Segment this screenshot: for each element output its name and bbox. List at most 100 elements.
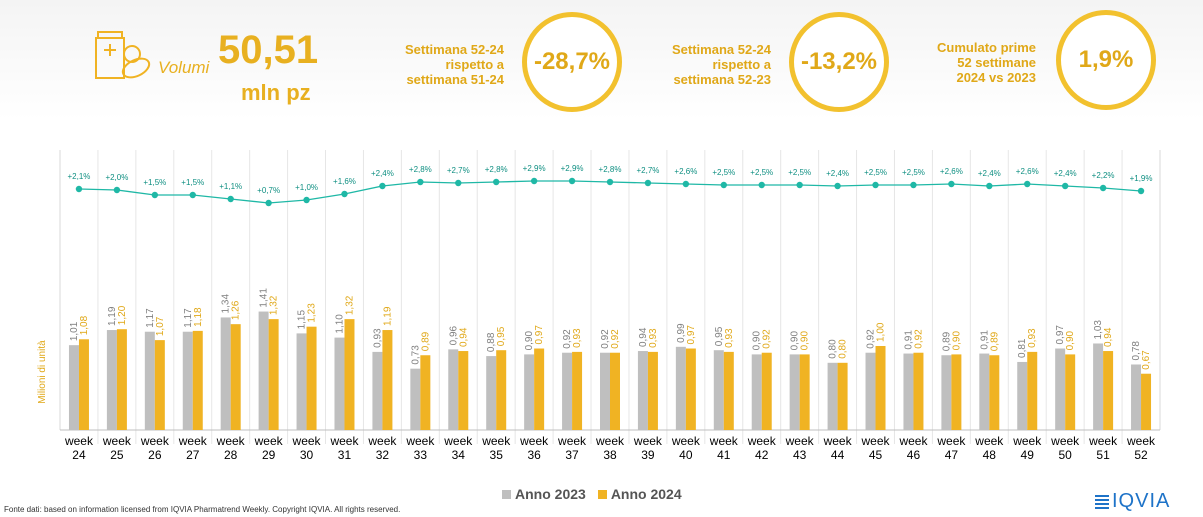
x-tick-week: week [102, 434, 132, 448]
data-label-2024: 0,94 [458, 327, 469, 347]
bar-2023 [600, 352, 610, 430]
bar-2023 [637, 351, 648, 430]
bar-2023 [979, 353, 990, 430]
bar-2023 [1131, 364, 1142, 430]
legend-swatch-2023 [502, 489, 511, 499]
bar-2023 [751, 354, 762, 430]
data-label-2023: 0,99 [676, 323, 687, 343]
growth-label: +1,6% [333, 177, 356, 186]
x-tick-number: 51 [1096, 448, 1110, 462]
bar-2023 [941, 355, 952, 430]
bar-2023 [410, 368, 421, 430]
x-tick-week: week [633, 434, 663, 448]
bar-2023 [144, 331, 155, 430]
data-label-2024: 1,32 [344, 295, 355, 315]
data-label-2023: 0,78 [1131, 341, 1142, 361]
x-tick-number: 43 [793, 448, 807, 462]
kpi-1-text: Settimana 52-24 rispetto a settimana 51-24 [405, 42, 504, 87]
data-label-2024: 0,95 [496, 326, 507, 346]
x-tick-week: week [898, 434, 928, 448]
growth-point [417, 178, 424, 186]
bar-2024 [268, 319, 279, 430]
x-tick-week: week [64, 434, 94, 448]
data-label-2023: 0,90 [790, 330, 801, 350]
x-tick-number: 25 [110, 448, 124, 462]
data-label-2023: 0,90 [524, 330, 535, 350]
kpi-1-value: -28,7% [533, 48, 611, 75]
kpi-1-circle: -28,7% [522, 12, 622, 112]
growth-label: +1,5% [181, 178, 204, 187]
growth-point [1061, 182, 1069, 190]
data-label-2023: 0,80 [828, 339, 839, 359]
kpi-3-value: 1,9% [1078, 46, 1134, 73]
x-tick-week: week [1012, 434, 1042, 448]
x-tick-number: 39 [641, 448, 655, 462]
x-tick-number: 50 [1058, 448, 1072, 462]
bar-2024 [78, 339, 89, 430]
x-tick-number: 34 [452, 448, 466, 462]
growth-label: +2,5% [712, 168, 735, 177]
data-label-2024: 0,93 [572, 328, 583, 348]
growth-point [113, 186, 121, 194]
bar-2024 [685, 348, 696, 430]
bar-2024 [154, 340, 165, 430]
bar-2024 [534, 348, 545, 430]
bar-2023 [68, 345, 79, 430]
data-label-2023: 1,17 [183, 308, 194, 328]
x-tick-number: 49 [1021, 448, 1035, 462]
growth-label: +2,4% [978, 169, 1001, 178]
x-tick-number: 26 [148, 448, 162, 462]
x-tick-week: week [1050, 434, 1080, 448]
data-label-2023: 0,94 [638, 327, 649, 347]
data-label-2023: 1,19 [107, 306, 118, 326]
data-label-2024: 0,97 [686, 325, 697, 345]
chart-legend: Anno 2023 Anno 2024 [502, 486, 682, 502]
growth-label: +2,7% [636, 166, 659, 175]
data-label-2024: 0,92 [610, 329, 621, 349]
data-label-2024: 1,32 [269, 295, 280, 315]
bar-2023 [865, 352, 876, 430]
bar-2024 [116, 329, 127, 430]
x-tick-number: 48 [983, 448, 997, 462]
x-tick-week: week [861, 434, 891, 448]
legend-item-2023: Anno 2023 [502, 486, 586, 502]
growth-label: +1,5% [143, 178, 166, 187]
growth-label: +2,7% [447, 166, 470, 175]
data-label-2024: 0,89 [420, 331, 431, 351]
bar-2023 [372, 351, 383, 430]
data-label-2023: 0,96 [448, 325, 459, 345]
data-label-2023: 0,95 [714, 326, 725, 346]
growth-label: +2,0% [105, 173, 128, 182]
data-label-2024: 0,94 [1103, 327, 1114, 347]
bar-2023 [827, 362, 838, 430]
growth-label: +2,6% [1016, 167, 1039, 176]
bar-2024 [723, 351, 734, 430]
x-tick-number: 38 [603, 448, 617, 462]
data-label-2024: 1,18 [193, 307, 204, 327]
data-label-2023: 0,97 [1055, 325, 1066, 345]
data-label-2023: 1,10 [334, 314, 345, 334]
data-label-2024: 1,07 [155, 316, 166, 336]
data-label-2024: 1,08 [79, 315, 90, 335]
growth-point [341, 190, 348, 198]
bar-2024 [875, 346, 886, 430]
bar-2023 [486, 356, 497, 430]
data-label-2024: 0,92 [913, 329, 924, 349]
data-label-2024: 1,23 [307, 303, 318, 323]
data-label-2023: 1,01 [69, 321, 80, 341]
iqvia-logo: IQVIA [1095, 490, 1170, 513]
bar-2024 [989, 355, 1000, 430]
bar-2024 [1065, 354, 1076, 430]
x-tick-week: week [367, 434, 397, 448]
x-tick-week: week [292, 434, 322, 448]
bar-2023 [296, 333, 307, 430]
growth-label: +2,5% [750, 168, 773, 177]
growth-point [910, 181, 917, 189]
x-tick-week: week [747, 434, 777, 448]
bar-2023 [1055, 348, 1066, 430]
growth-point [872, 181, 879, 189]
growth-point [796, 181, 803, 189]
bar-2024 [799, 354, 810, 430]
x-tick-week: week [709, 434, 739, 448]
